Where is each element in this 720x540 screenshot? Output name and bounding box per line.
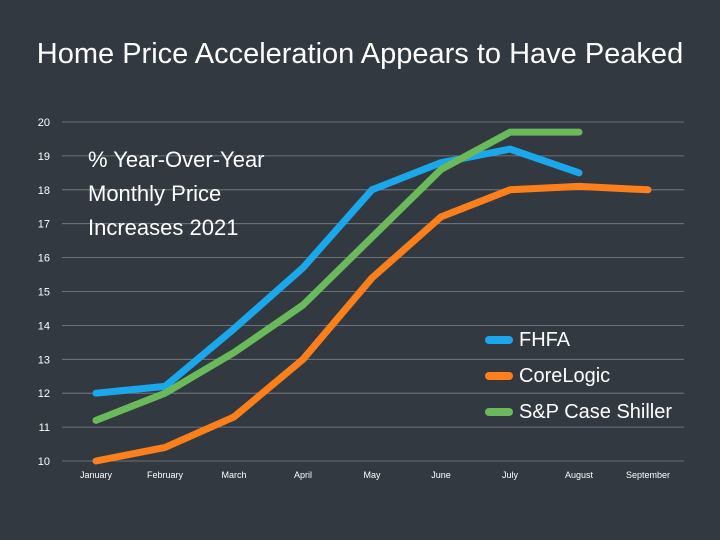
y-tick-label: 13 (38, 354, 50, 366)
legend-item: FHFA (485, 322, 672, 358)
x-tick-label: May (363, 470, 381, 480)
x-tick-label: January (80, 470, 113, 480)
legend: FHFA CoreLogic S&P Case Shiller (485, 322, 672, 430)
legend-swatch (485, 336, 513, 344)
legend-label: S&P Case Shiller (519, 400, 673, 423)
y-tick-label: 15 (38, 287, 50, 299)
x-tick-label: February (147, 470, 184, 480)
x-tick-label: July (502, 470, 519, 480)
y-tick-label: 11 (39, 422, 50, 434)
series-lines (92, 128, 652, 465)
y-axis-ticks: 10 11 12 13 14 15 16 17 18 19 20 (38, 117, 50, 468)
y-tick-label: 19 (38, 151, 50, 163)
y-tick-label: 12 (38, 388, 50, 400)
x-tick-label: March (221, 470, 246, 480)
series-line-fhfa (92, 145, 583, 397)
legend-label: FHFA (519, 328, 571, 351)
y-tick-label: 16 (38, 253, 50, 265)
y-tick-label: 14 (38, 320, 50, 332)
series-line-s-p-case-shiller (92, 128, 583, 424)
chart-subtitle: % Year-Over-Year Monthly Price Increases… (88, 147, 265, 240)
legend-item: CoreLogic (485, 358, 672, 394)
y-tick-label: 10 (38, 456, 50, 468)
legend-item: S&P Case Shiller (485, 394, 672, 430)
x-tick-label: April (294, 470, 312, 480)
legend-swatch (485, 372, 513, 380)
x-tick-label: September (626, 470, 670, 480)
legend-label: CoreLogic (519, 364, 611, 387)
y-tick-label: 17 (38, 219, 50, 231)
y-tick-label: 18 (38, 185, 50, 197)
x-tick-label: June (431, 470, 451, 480)
y-tick-label: 20 (38, 117, 50, 129)
x-tick-label: August (565, 470, 594, 480)
legend-swatch (485, 408, 513, 416)
x-axis-ticks: January February March April May June July Augu… (80, 470, 670, 480)
chart-title: Home Price Acceleration Appears to Have … (36, 38, 684, 70)
series-line-corelogic (92, 182, 652, 465)
